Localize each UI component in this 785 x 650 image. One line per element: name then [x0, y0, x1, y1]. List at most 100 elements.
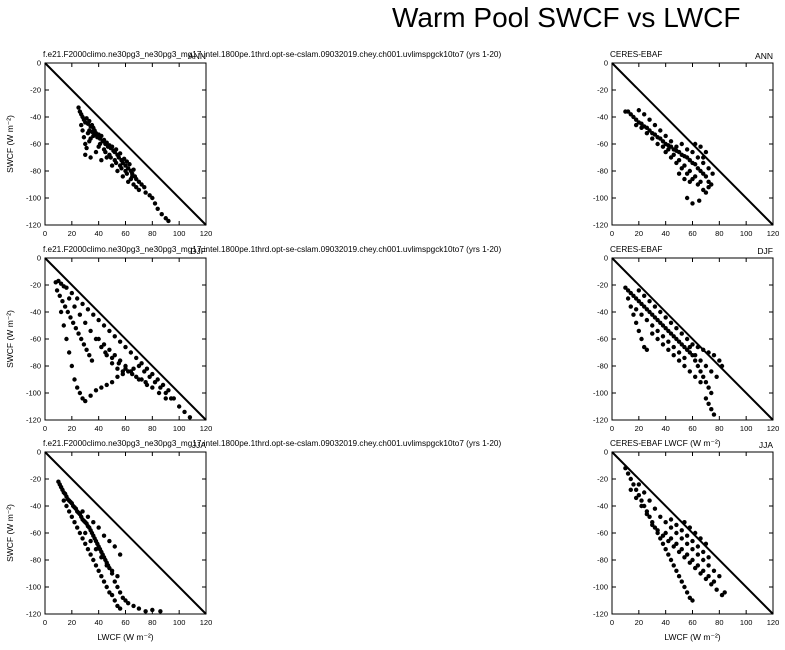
data-point [636, 328, 642, 334]
data-point [660, 144, 666, 149]
y-tick-label: -40 [597, 308, 608, 317]
data-point [134, 355, 139, 361]
data-point [112, 544, 117, 549]
y-tick-label: -120 [593, 416, 608, 425]
data-point [655, 328, 660, 334]
data-point [714, 374, 719, 379]
data-point [668, 525, 674, 530]
data-point [160, 382, 166, 388]
y-tick-label: -120 [593, 221, 608, 230]
data-point [85, 307, 91, 312]
data-point [684, 541, 690, 546]
data-point [163, 396, 168, 401]
data-point [77, 390, 83, 396]
y-tick-label: -80 [597, 167, 608, 176]
data-point [695, 363, 701, 369]
data-point [147, 193, 152, 198]
data-point [136, 363, 142, 369]
data-point [633, 307, 639, 312]
data-point [698, 369, 703, 374]
data-point [679, 536, 684, 541]
data-point [628, 304, 633, 309]
data-point [143, 190, 148, 195]
x-tick-label: 40 [661, 618, 669, 627]
x-tick-label: 0 [610, 229, 614, 238]
data-point [150, 195, 155, 201]
data-point [633, 487, 639, 492]
data-point [639, 125, 644, 130]
data-point [684, 590, 690, 595]
data-point [701, 171, 706, 176]
data-point [115, 603, 120, 609]
data-point [80, 509, 85, 514]
data-point [647, 128, 652, 133]
data-point [93, 388, 99, 393]
data-point [655, 336, 660, 342]
data-point [123, 344, 128, 350]
data-point [130, 174, 135, 179]
data-point [698, 179, 703, 184]
data-point [112, 334, 117, 339]
data-point [116, 155, 121, 160]
x-tick-label: 80 [715, 618, 723, 627]
data-point [83, 320, 88, 325]
data-point [113, 160, 119, 166]
data-point [142, 369, 147, 374]
data-point [658, 128, 663, 133]
data-point [687, 168, 693, 174]
data-point [134, 374, 139, 379]
data-point [690, 176, 695, 182]
y-axis-label: SWCF (W m⁻²) [5, 115, 15, 173]
data-point [623, 285, 628, 290]
data-point [652, 304, 658, 309]
data-point [72, 520, 77, 525]
data-point [152, 380, 158, 385]
y-tick-label: 0 [604, 254, 608, 263]
data-point [687, 158, 693, 163]
data-point [87, 353, 92, 358]
data-point [690, 342, 695, 347]
data-point [117, 606, 123, 611]
data-point [89, 358, 95, 363]
data-point [698, 536, 703, 541]
data-point [639, 312, 644, 317]
y-tick-label: 0 [37, 254, 41, 263]
data-point [676, 549, 682, 555]
data-point [701, 160, 706, 166]
panel-title: CERES-EBAF [610, 439, 662, 448]
data-point [684, 336, 690, 342]
data-point [722, 590, 727, 595]
y-tick-label: -100 [26, 389, 41, 398]
data-point [182, 409, 187, 415]
data-point [658, 320, 663, 325]
data-point [682, 555, 687, 560]
data-point [61, 323, 66, 328]
data-point [709, 390, 714, 396]
data-point [658, 536, 663, 541]
x-axis-label: LWCF (W m⁻²) [664, 438, 720, 448]
data-point [695, 544, 701, 549]
data-point [115, 366, 120, 371]
x-tick-label: 40 [661, 229, 669, 238]
data-point [163, 390, 168, 396]
data-point [644, 511, 650, 517]
data-point [628, 290, 633, 296]
data-point [131, 182, 136, 187]
data-point [115, 574, 120, 579]
data-point [706, 385, 711, 390]
data-point [639, 503, 644, 509]
data-point [134, 176, 139, 182]
data-point [625, 288, 631, 293]
data-point [97, 141, 103, 147]
data-point [682, 163, 687, 168]
data-point [682, 344, 687, 350]
data-point [692, 565, 698, 571]
data-point [710, 171, 715, 176]
data-point [80, 536, 85, 541]
data-point [642, 304, 647, 309]
data-point [682, 363, 687, 369]
data-point [676, 171, 682, 176]
x-tick-label: 20 [68, 618, 76, 627]
data-point [663, 530, 668, 536]
data-point [117, 339, 123, 344]
